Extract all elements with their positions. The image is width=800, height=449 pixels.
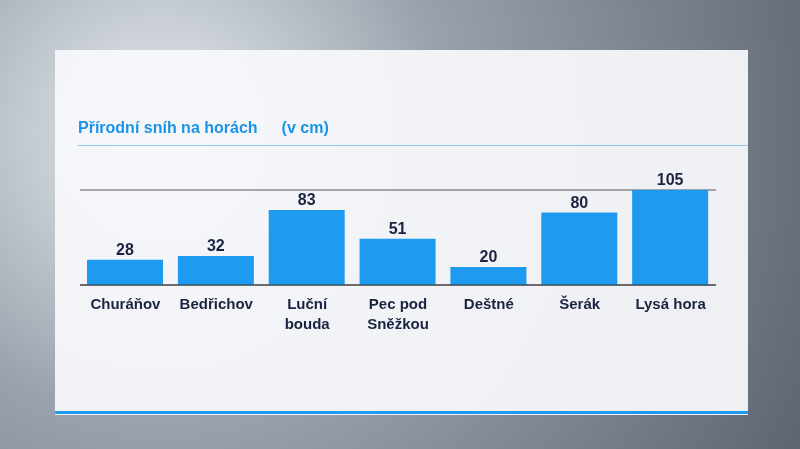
svg-text:Deštné: Deštné: [464, 295, 514, 312]
html-text:Přírodní sníh na horách: Přírodní sníh na horách: [78, 119, 258, 136]
svg-text:Lysá hora: Lysá hora: [635, 295, 706, 312]
svg-text:83: 83: [298, 191, 316, 208]
svg-text:28: 28: [116, 241, 134, 258]
svg-text:Pec podSněžkou: Pec podSněžkou: [367, 295, 429, 332]
svg-text:Churáňov: Churáňov: [90, 295, 161, 312]
svg-text:Bedřichov: Bedřichov: [180, 295, 254, 312]
svg-text:80: 80: [570, 194, 588, 211]
svg-text:Šerák: Šerák: [559, 295, 601, 312]
svg-text:Lučníbouda: Lučníbouda: [285, 295, 331, 332]
svg-text:32: 32: [207, 237, 225, 254]
svg-text:105: 105: [657, 171, 684, 188]
html-text:(v cm): (v cm): [281, 119, 329, 136]
svg-text:51: 51: [389, 220, 407, 237]
svg-text:20: 20: [480, 248, 498, 265]
